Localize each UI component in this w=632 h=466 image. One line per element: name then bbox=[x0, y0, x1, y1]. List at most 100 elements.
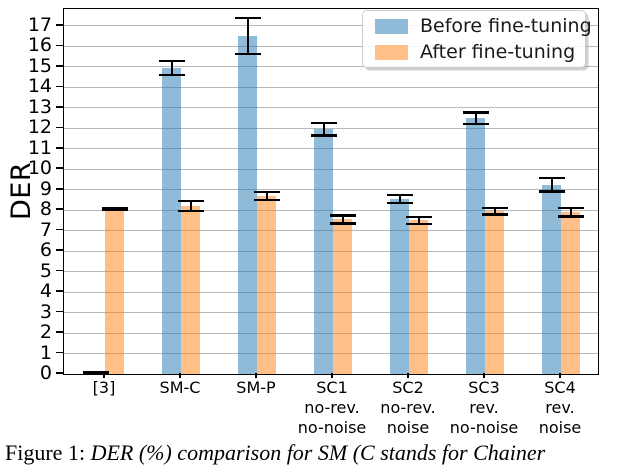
caption-prefix: Figure 1: bbox=[5, 440, 91, 465]
bar-after bbox=[561, 212, 580, 374]
error-bar-cap bbox=[557, 215, 584, 218]
legend-swatch-icon bbox=[375, 18, 408, 34]
error-bar-cap bbox=[405, 215, 432, 219]
y-tick-mark bbox=[56, 106, 63, 108]
error-bar-cap bbox=[82, 371, 109, 374]
error-bar bbox=[265, 191, 268, 200]
y-tick-mark bbox=[56, 44, 63, 47]
x-tick-label: SM-C bbox=[159, 378, 201, 397]
y-tick-label: 8 bbox=[39, 198, 52, 221]
bar-after bbox=[257, 195, 276, 374]
plot-area bbox=[63, 8, 599, 375]
y-tick-mark bbox=[56, 249, 63, 251]
y-tick-mark bbox=[56, 331, 63, 333]
error-bar-cap bbox=[310, 122, 337, 125]
error-bar bbox=[417, 216, 420, 224]
x-tick-mark bbox=[255, 373, 257, 378]
bar-before bbox=[238, 36, 257, 374]
gridline bbox=[64, 25, 598, 27]
x-tick-label: SC4 rev. noise bbox=[538, 378, 582, 437]
y-tick-label: 13 bbox=[27, 95, 52, 118]
y-tick-label: 1 bbox=[39, 341, 52, 364]
error-bar bbox=[493, 208, 496, 215]
error-bar-cap bbox=[538, 190, 565, 193]
error-bar-cap bbox=[405, 222, 432, 226]
error-bar-cap bbox=[386, 193, 413, 197]
bar-after bbox=[485, 211, 504, 374]
error-bar-cap bbox=[158, 59, 185, 62]
gridline bbox=[64, 107, 598, 109]
y-tick-mark bbox=[56, 228, 63, 231]
figure-caption: Figure 1: DER (%) comparison for SM (C s… bbox=[5, 440, 632, 466]
y-tick-label: 0 bbox=[39, 362, 52, 384]
y-tick-mark bbox=[56, 269, 63, 272]
bar-after bbox=[409, 220, 428, 374]
y-tick-label: 17 bbox=[27, 13, 52, 36]
y-tick-mark bbox=[56, 290, 63, 292]
y-tick-label: 9 bbox=[39, 177, 52, 200]
y-tick-mark bbox=[56, 208, 63, 211]
error-bar-cap bbox=[481, 206, 508, 210]
error-bar-cap bbox=[329, 222, 356, 225]
y-tick-mark bbox=[56, 85, 63, 88]
error-bar bbox=[246, 18, 249, 55]
error-bar-cap bbox=[557, 206, 584, 210]
error-bar-cap bbox=[234, 53, 261, 56]
bar-before bbox=[162, 67, 181, 374]
bar-before bbox=[314, 129, 333, 374]
error-bar bbox=[189, 201, 192, 212]
error-bar-cap bbox=[462, 122, 489, 126]
error-bar bbox=[550, 177, 553, 192]
error-bar bbox=[322, 123, 325, 136]
error-bar-cap bbox=[177, 199, 204, 203]
y-tick-label: 11 bbox=[27, 136, 52, 159]
y-tick-label: 3 bbox=[39, 300, 52, 323]
error-bar-cap bbox=[253, 198, 280, 202]
x-tick-label: SC3 rev. no-noise bbox=[449, 378, 519, 437]
y-tick-label: 7 bbox=[39, 218, 52, 241]
x-tick-mark bbox=[559, 373, 561, 378]
y-tick-label: 12 bbox=[27, 116, 52, 139]
y-tick-label: 10 bbox=[27, 157, 52, 180]
error-bar bbox=[474, 112, 477, 124]
y-tick-label: 2 bbox=[39, 321, 52, 344]
y-tick-mark bbox=[56, 24, 63, 26]
error-bar bbox=[170, 60, 173, 76]
bar-after bbox=[181, 206, 200, 374]
y-tick-mark bbox=[56, 167, 63, 170]
error-bar-cap bbox=[538, 176, 565, 180]
bar-after bbox=[333, 219, 352, 374]
y-tick-label: 5 bbox=[39, 259, 52, 282]
x-tick-mark bbox=[103, 373, 105, 378]
y-tick-label: 6 bbox=[39, 239, 52, 262]
error-bar-cap bbox=[158, 73, 185, 77]
y-tick-mark bbox=[56, 351, 63, 354]
gridline bbox=[64, 66, 598, 68]
bar-before bbox=[542, 184, 561, 374]
error-bar-cap bbox=[101, 206, 128, 210]
error-bar-cap bbox=[386, 201, 413, 205]
x-tick-label: SC1 no-rev. no-noise bbox=[297, 378, 367, 437]
x-tick-mark bbox=[407, 373, 409, 378]
error-bar-cap bbox=[177, 210, 204, 213]
error-bar bbox=[341, 215, 344, 224]
error-bar bbox=[398, 194, 401, 204]
legend-item: After fine-tuning bbox=[363, 41, 585, 63]
caption-body: DER (%) comparison for SM (C stands for … bbox=[90, 440, 546, 465]
error-bar-cap bbox=[462, 111, 489, 114]
gridline bbox=[64, 45, 598, 47]
error-bar-cap bbox=[310, 134, 337, 137]
x-tick-mark bbox=[331, 373, 333, 378]
error-bar-cap bbox=[481, 213, 508, 216]
legend-item: Before fine-tuning bbox=[363, 15, 592, 37]
legend: Before fine-tuning After fine-tuning bbox=[362, 10, 592, 68]
y-tick-label: 15 bbox=[27, 54, 52, 77]
legend-label: Before fine-tuning bbox=[420, 15, 592, 37]
y-tick-mark bbox=[56, 147, 63, 149]
error-bar bbox=[569, 208, 572, 217]
error-bar-cap bbox=[329, 214, 356, 217]
x-tick-label: SM-P bbox=[236, 378, 276, 397]
y-tick-mark bbox=[56, 65, 63, 67]
error-bar-cap bbox=[253, 190, 280, 193]
